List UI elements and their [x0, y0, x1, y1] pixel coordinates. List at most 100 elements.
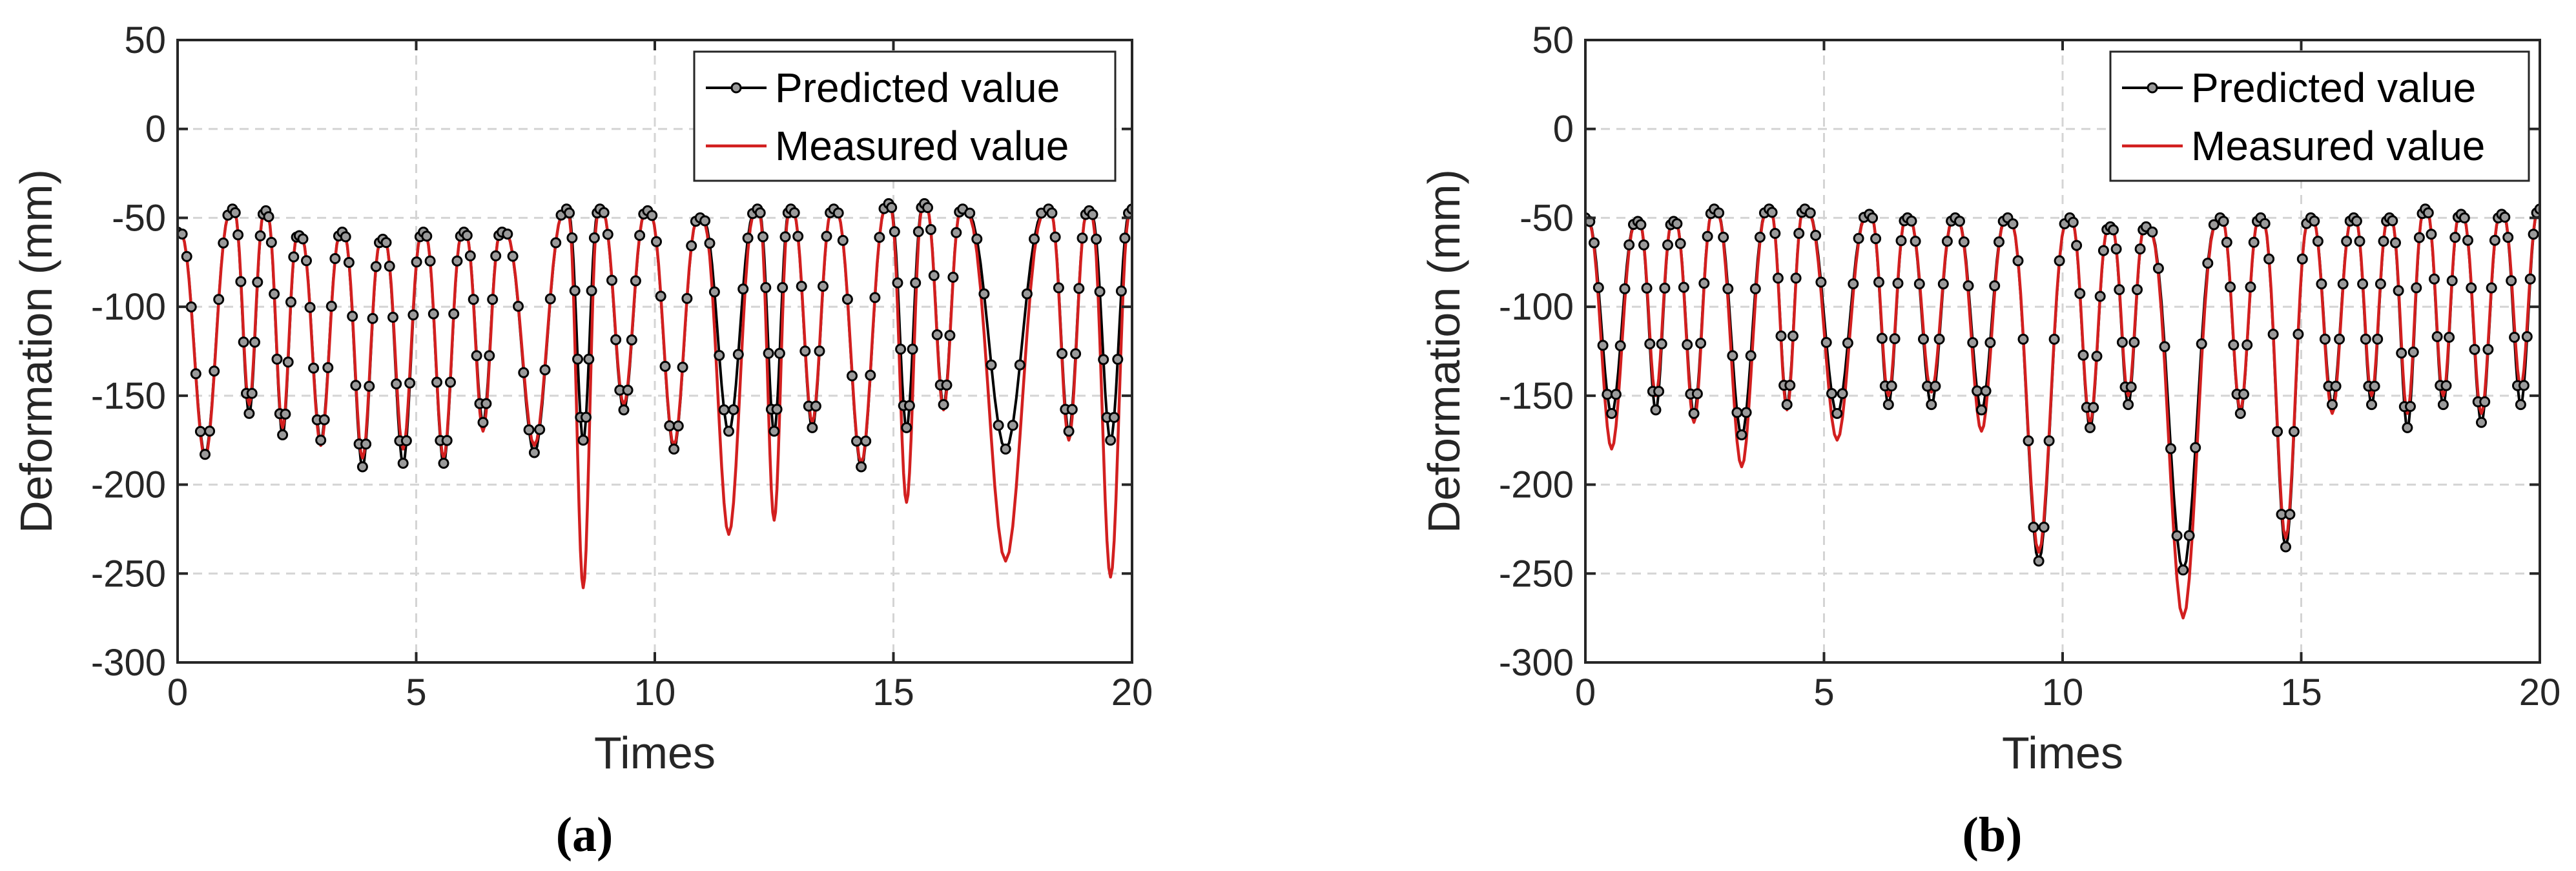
y-tick-label: 0	[145, 108, 166, 150]
predicted-point	[2097, 245, 2109, 256]
predicted-point	[1046, 207, 1058, 219]
predicted-point	[1937, 278, 1949, 290]
predicted-point	[1105, 435, 1117, 446]
y-tick-label: -150	[91, 375, 166, 417]
predicted-point	[2528, 229, 2539, 240]
predicted-point	[626, 334, 637, 345]
predicted-point	[218, 237, 229, 249]
predicted-point	[1073, 283, 1085, 294]
series-group	[1585, 203, 2540, 620]
predicted-point	[2165, 443, 2176, 455]
predicted-point	[978, 288, 990, 300]
predicted-point	[1119, 232, 1131, 244]
predicted-point	[2171, 530, 2183, 542]
predicted-point	[1597, 340, 1609, 351]
predicted-point	[431, 376, 442, 388]
predicted-point	[754, 207, 766, 219]
predicted-point	[1691, 388, 1703, 400]
predicted-point	[572, 353, 583, 365]
predicted-point	[2110, 243, 2122, 255]
legend-predicted-marker	[2147, 82, 2158, 94]
predicted-point	[895, 343, 907, 355]
predicted-point	[209, 365, 220, 377]
predicted-point	[1736, 429, 1747, 440]
predicted-point	[2462, 234, 2473, 246]
predicted-point	[304, 302, 316, 313]
predicted-point	[1070, 348, 1082, 360]
predicted-point	[490, 250, 502, 261]
predicted-point	[944, 330, 956, 341]
predicted-point	[252, 276, 263, 288]
predicted-point	[2152, 263, 2164, 274]
predicted-point	[928, 270, 940, 282]
predicted-point	[907, 343, 918, 355]
predicted-point	[285, 296, 296, 308]
predicted-point	[2393, 285, 2404, 296]
predicted-point	[818, 280, 829, 292]
predicted-point	[779, 231, 791, 243]
predicted-point	[1094, 286, 1106, 298]
predicted-point	[2183, 530, 2195, 541]
x-axis-label: Times	[594, 728, 716, 778]
predicted-point	[1614, 340, 1626, 351]
predicted-point	[2518, 380, 2530, 391]
predicted-point	[1886, 380, 1897, 392]
predicted-point	[2440, 380, 2452, 391]
predicted-point	[1610, 389, 1622, 400]
predicted-point	[742, 232, 754, 244]
predicted-point	[1623, 239, 1635, 251]
predicted-point	[598, 207, 610, 218]
predicted-point	[1108, 412, 1120, 423]
x-tick-label: 5	[406, 671, 426, 713]
predicted-point	[1994, 236, 2004, 248]
predicted-point	[265, 236, 277, 248]
y-tick-label: -300	[91, 642, 166, 684]
predicted-point	[1653, 385, 1665, 397]
predicted-point	[1848, 278, 1859, 290]
predicted-point	[246, 387, 258, 399]
predicted-point	[350, 380, 362, 391]
predicted-point	[788, 207, 800, 218]
predicted-point	[837, 234, 849, 246]
predicted-point	[445, 376, 456, 388]
predicted-point	[668, 444, 680, 455]
predicted-point	[659, 360, 671, 372]
predicted-point	[799, 345, 811, 357]
x-tick-label: 20	[1111, 671, 1153, 713]
predicted-point	[1745, 350, 1757, 362]
predicted-point	[672, 420, 684, 432]
predicted-point	[610, 334, 622, 345]
predicted-point	[2288, 425, 2300, 437]
chart-panel-a: 0 5 10 15 20 50 0 -50 -100 -150 -200 -250 -300 Times D…	[11, 19, 1153, 862]
predicted-point	[1784, 380, 1796, 391]
predicted-point	[528, 447, 540, 458]
predicted-point	[1810, 230, 1822, 241]
predicted-point	[2405, 401, 2416, 412]
predicted-point	[2372, 333, 2384, 345]
predicted-point	[2444, 331, 2455, 343]
predicted-point	[606, 274, 617, 286]
predicted-point	[421, 231, 433, 242]
predicted-point	[2028, 522, 2039, 533]
predicted-point	[718, 404, 730, 416]
predicted-point	[910, 277, 922, 289]
predicted-point	[777, 282, 788, 293]
predicted-point	[941, 379, 953, 391]
predicted-point	[204, 425, 216, 437]
predicted-point	[2476, 416, 2487, 428]
predicted-point	[2147, 226, 2158, 238]
predicted-point	[507, 251, 519, 262]
predicted-point	[2479, 396, 2491, 407]
predicted-point	[387, 311, 398, 323]
predicted-point	[2208, 219, 2220, 231]
predicted-point	[1718, 231, 1729, 243]
x-tick-label: 10	[2042, 671, 2084, 713]
predicted-point	[2091, 351, 2103, 362]
predicted-point	[322, 362, 334, 373]
predicted-point	[2431, 331, 2443, 342]
predicted-point	[1098, 354, 1109, 365]
predicted-point	[1793, 228, 1805, 239]
predicted-point	[2074, 288, 2086, 300]
x-tick-label: 10	[634, 671, 676, 713]
predicted-point	[1698, 278, 1710, 289]
